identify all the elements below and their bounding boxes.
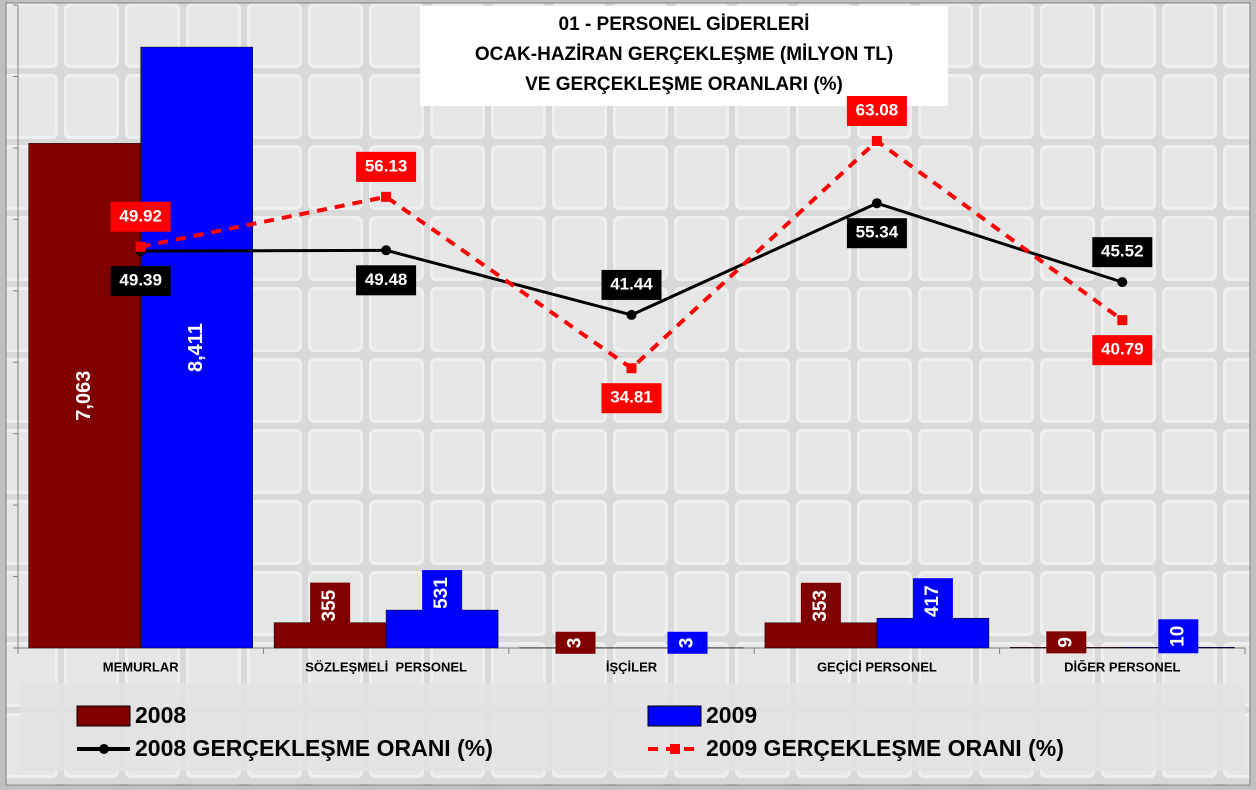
data-label: 56.13 — [365, 156, 408, 175]
legend-label: 2009 — [706, 702, 757, 728]
legend-label: 2009 GERÇEKLEŞME ORANI (%) — [706, 735, 1064, 761]
legend-label: 2008 GERÇEKLEŞME ORANI (%) — [135, 735, 493, 761]
data-label-box — [846, 95, 907, 126]
marker — [381, 245, 392, 256]
x-tick-label: İŞÇİLER — [606, 659, 658, 674]
data-label: 40.79 — [1101, 340, 1144, 359]
legend-box — [20, 683, 1245, 771]
x-tick-label: SÖZLEŞMELİ PERSONEL — [305, 659, 467, 674]
marker — [626, 363, 637, 374]
data-label-box — [356, 265, 417, 296]
legend-marker — [670, 744, 680, 754]
data-label-box — [912, 578, 953, 625]
data-label: 353 — [810, 590, 831, 622]
data-label-box — [1092, 237, 1153, 268]
data-label: 3 — [677, 637, 698, 648]
data-label-box — [1092, 335, 1153, 366]
data-label: 55.34 — [856, 223, 899, 242]
bar — [385, 609, 499, 649]
data-label: 63.08 — [856, 100, 899, 119]
data-label-box — [110, 201, 171, 232]
marker — [381, 191, 392, 202]
data-label-box — [800, 582, 841, 629]
data-label: 3 — [565, 637, 586, 648]
bar — [140, 46, 253, 649]
legend-swatch — [647, 705, 702, 727]
data-label-box — [356, 151, 417, 182]
data-label-box — [1158, 619, 1199, 654]
data-label-box — [601, 383, 662, 414]
data-label: 355 — [319, 589, 340, 621]
marker — [626, 309, 637, 320]
data-label-box — [1046, 631, 1087, 654]
data-label-box — [846, 218, 907, 249]
chart-title: OCAK-HAZİRAN GERÇEKLEŞME (MİLYON TL) — [475, 44, 893, 65]
data-label-box — [110, 266, 171, 297]
marker — [871, 135, 882, 146]
data-label: 49.48 — [365, 270, 408, 289]
x-tick-label: GEÇİCİ PERSONEL — [817, 659, 937, 674]
legend-swatch — [76, 705, 131, 727]
data-label: 41.44 — [610, 274, 653, 293]
data-label-box — [667, 631, 708, 654]
data-label: 34.81 — [610, 388, 653, 407]
legend-label: 2008 — [135, 702, 186, 728]
marker — [871, 198, 882, 209]
data-label: 8,411 — [185, 323, 207, 372]
data-label: 417 — [922, 585, 943, 617]
data-label-box — [601, 269, 662, 300]
legend-marker — [99, 744, 109, 754]
marker — [1117, 277, 1128, 288]
data-label: 7,063 — [73, 371, 95, 421]
data-label: 45.52 — [1101, 242, 1144, 261]
marker — [1117, 315, 1128, 326]
title-box — [420, 6, 948, 106]
x-tick-label: MEMURLAR — [103, 659, 179, 674]
data-label-box — [422, 570, 463, 617]
data-label: 9 — [1055, 637, 1076, 648]
data-label-box — [555, 631, 596, 654]
data-label-box — [310, 582, 351, 629]
chart-title: VE GERÇEKLEŞME ORANLARI (%) — [525, 74, 843, 95]
data-label: 49.39 — [119, 271, 162, 290]
x-tick-label: DİĞER PERSONEL — [1064, 659, 1180, 674]
marker — [135, 241, 146, 252]
data-label: 49.92 — [119, 206, 162, 225]
chart-title: 01 - PERSONEL GİDERLERİ — [559, 14, 810, 35]
data-label: 531 — [431, 577, 452, 609]
data-label: 10 — [1167, 626, 1188, 647]
